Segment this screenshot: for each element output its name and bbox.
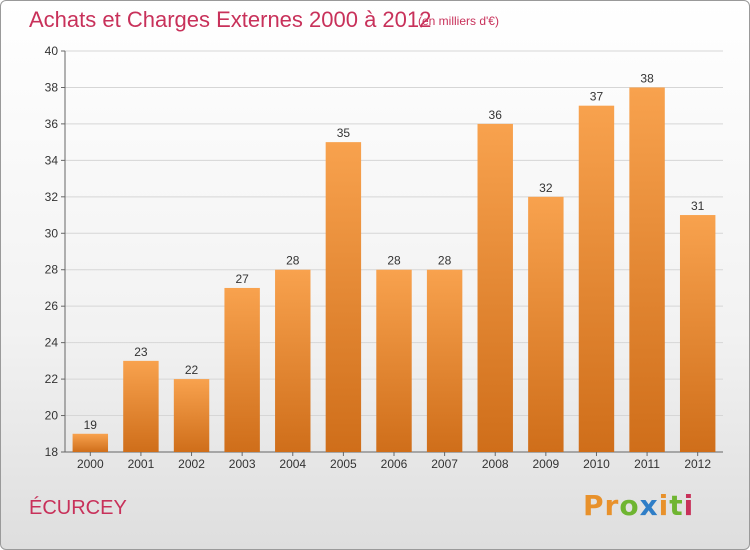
bar-2005 [325, 142, 362, 453]
x-tick-label-2012: 2012 [684, 457, 711, 471]
bar-2010 [578, 105, 615, 452]
x-tick-label-2002: 2002 [178, 457, 205, 471]
x-tick-label-2008: 2008 [482, 457, 509, 471]
y-tick-label: 24 [45, 336, 59, 350]
data-label-2007: 28 [438, 254, 452, 268]
y-tick-label: 30 [45, 226, 59, 240]
bar-2002 [173, 379, 210, 452]
logo-letter: t [669, 489, 684, 522]
x-tick-label-2009: 2009 [532, 457, 559, 471]
x-tick-label-2001: 2001 [128, 457, 155, 471]
chart-subtitle: (en milliers d'€) [418, 14, 499, 28]
data-label-2011: 38 [640, 71, 654, 85]
bar-2008 [477, 123, 513, 452]
logo-letter: P [583, 489, 605, 522]
y-tick-label: 20 [45, 409, 59, 423]
logo-letter: i [683, 489, 695, 522]
x-tick-label-2006: 2006 [381, 457, 408, 471]
y-tick-label: 18 [45, 445, 59, 459]
y-tick-label: 40 [45, 44, 59, 58]
x-tick-label-2000: 2000 [77, 457, 104, 471]
commune-name: ÉCURCEY [29, 497, 127, 519]
y-tick-label: 22 [45, 372, 59, 386]
bar-2007 [426, 269, 463, 452]
chart-title: Achats et Charges Externes 2000 à 2012 [29, 7, 432, 32]
y-tick-label: 32 [45, 190, 59, 204]
data-label-2004: 28 [286, 254, 300, 268]
labels: 18 20 22 24 26 28 30 32 34 36 38 40 19 2000 23 2001 22 20… [45, 44, 712, 471]
bar-2004 [275, 269, 311, 452]
bar-2006 [376, 269, 412, 452]
logo-letter: x [639, 489, 659, 522]
data-label-2000: 19 [84, 418, 98, 432]
bar-2009 [528, 196, 564, 452]
bar-2001 [123, 360, 159, 452]
data-label-2005: 35 [337, 126, 351, 140]
y-tick-label: 28 [45, 263, 59, 277]
bar-2000 [72, 433, 109, 452]
data-label-2003: 27 [235, 272, 249, 286]
x-tick-label-2003: 2003 [229, 457, 256, 471]
data-label-2002: 22 [185, 363, 199, 377]
bar-2011 [629, 87, 665, 453]
bar-2012 [679, 215, 716, 452]
logo-letter: o [619, 489, 640, 522]
data-label-2006: 28 [387, 254, 401, 268]
data-label-2001: 23 [134, 345, 148, 359]
logo-letter: i [658, 489, 670, 522]
x-tick-label-2010: 2010 [583, 457, 610, 471]
logo-letter: r [604, 489, 620, 522]
bars [72, 87, 716, 453]
x-tick-label-2005: 2005 [330, 457, 357, 471]
x-tick-label-2007: 2007 [431, 457, 458, 471]
data-label-2009: 32 [539, 181, 553, 195]
y-tick-label: 26 [45, 299, 59, 313]
y-tick-label: 38 [45, 80, 59, 94]
x-tick-label-2004: 2004 [279, 457, 306, 471]
x-tick-label-2011: 2011 [634, 457, 660, 471]
data-label-2012: 31 [691, 199, 705, 213]
y-tick-label: 34 [45, 153, 59, 167]
y-tick-label: 36 [45, 117, 59, 131]
data-label-2010: 37 [590, 90, 604, 104]
proxiti-logo: Proxiti [583, 489, 694, 522]
bar-2003 [224, 287, 260, 452]
data-label-2008: 36 [489, 108, 503, 122]
